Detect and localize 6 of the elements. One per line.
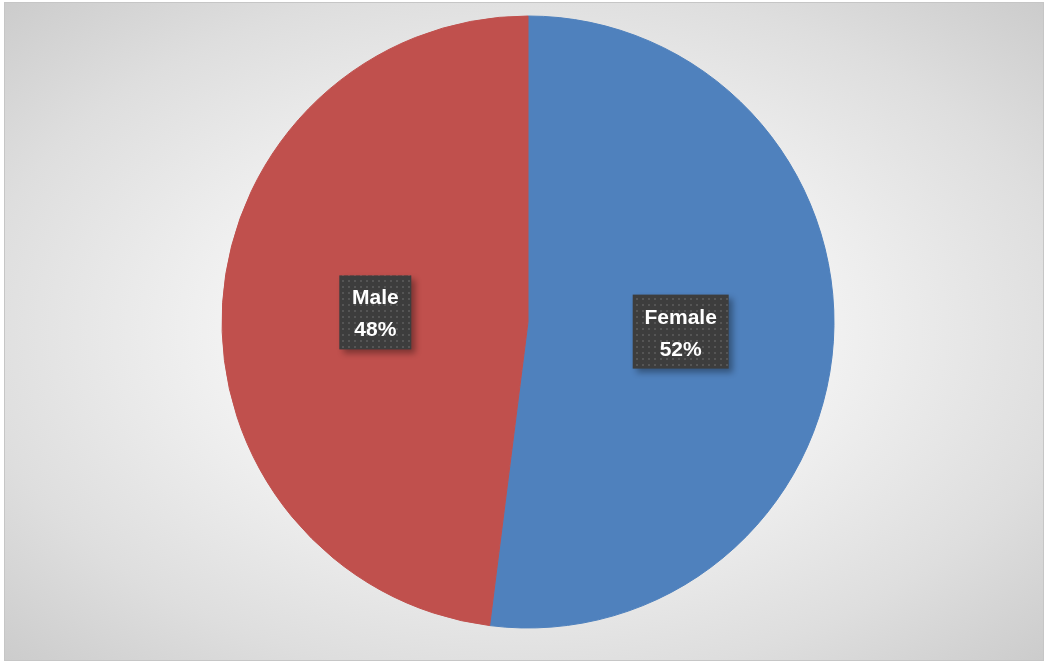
data-label: 52% bbox=[659, 336, 703, 360]
pie-slice bbox=[489, 15, 834, 629]
slice-label: Female bbox=[644, 304, 717, 328]
slice-label: Male bbox=[351, 285, 399, 309]
data-label: 48% bbox=[354, 317, 397, 341]
pie-slice bbox=[222, 15, 529, 627]
